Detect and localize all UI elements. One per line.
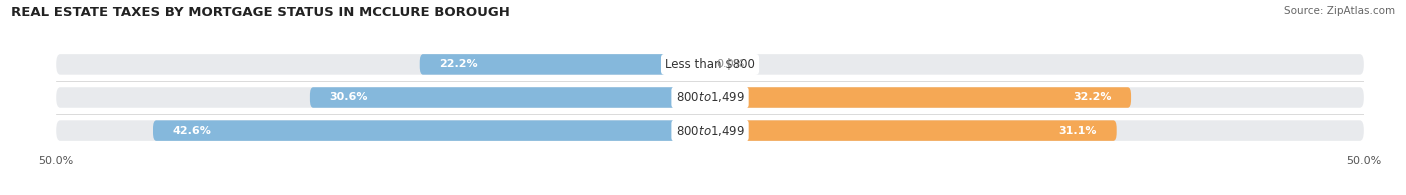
Text: 0.0%: 0.0% <box>717 59 745 69</box>
FancyBboxPatch shape <box>56 54 1364 75</box>
Text: Source: ZipAtlas.com: Source: ZipAtlas.com <box>1284 6 1395 16</box>
Text: $800 to $1,499: $800 to $1,499 <box>675 124 745 138</box>
Text: 30.6%: 30.6% <box>329 92 368 103</box>
FancyBboxPatch shape <box>420 54 710 75</box>
FancyBboxPatch shape <box>710 120 1116 141</box>
Text: REAL ESTATE TAXES BY MORTGAGE STATUS IN MCCLURE BOROUGH: REAL ESTATE TAXES BY MORTGAGE STATUS IN … <box>11 6 510 19</box>
Legend: Without Mortgage, With Mortgage: Without Mortgage, With Mortgage <box>588 191 832 195</box>
Text: $800 to $1,499: $800 to $1,499 <box>675 90 745 105</box>
Text: 22.2%: 22.2% <box>439 59 478 69</box>
FancyBboxPatch shape <box>153 120 710 141</box>
FancyBboxPatch shape <box>309 87 710 108</box>
Text: 31.1%: 31.1% <box>1059 126 1097 136</box>
FancyBboxPatch shape <box>56 87 1364 108</box>
Text: 42.6%: 42.6% <box>173 126 211 136</box>
Text: Less than $800: Less than $800 <box>665 58 755 71</box>
Text: 32.2%: 32.2% <box>1073 92 1112 103</box>
FancyBboxPatch shape <box>56 120 1364 141</box>
FancyBboxPatch shape <box>710 87 1130 108</box>
